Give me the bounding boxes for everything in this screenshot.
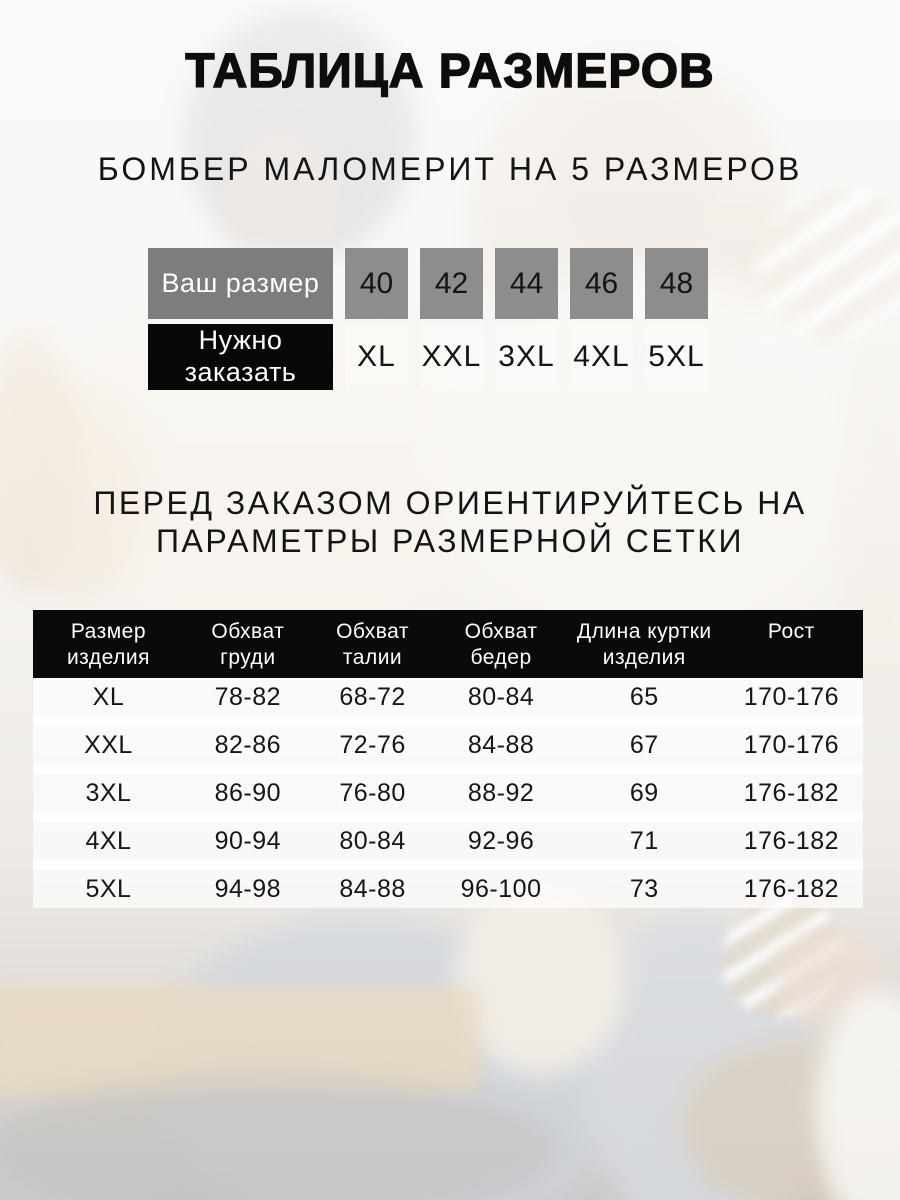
cell-waist: 80-84 xyxy=(339,826,406,855)
order-size-cell: 5XL xyxy=(645,324,708,390)
cell-hips: 92-96 xyxy=(467,826,535,855)
your-size-cell: 44 xyxy=(495,248,558,319)
cell-length: 67 xyxy=(629,730,659,759)
order-size-label: Нужно заказать xyxy=(148,324,333,390)
table-row: XXL 82-86 72-76 84-88 67 170-176 xyxy=(33,726,863,764)
your-size-label: Ваш размер xyxy=(148,248,333,319)
page-subtitle: БОМБЕР МАЛОМЕРИТ НА 5 РАЗМЕРОВ xyxy=(97,151,803,187)
cell-hips: 96-100 xyxy=(460,874,542,903)
cell-chest: 86-90 xyxy=(214,778,282,807)
order-size-cell: XL xyxy=(345,324,408,390)
order-size-row: Нужно заказать XL XXL 3XL 4XL 5XL xyxy=(148,324,710,390)
cell-waist: 84-88 xyxy=(339,874,406,903)
cell-waist: 72-76 xyxy=(339,730,406,759)
cell-length: 69 xyxy=(629,778,659,807)
page-title: ТАБЛИЦА РАЗМЕРОВ xyxy=(185,44,715,98)
cell-waist: 76-80 xyxy=(339,778,406,807)
cell-chest: 94-98 xyxy=(214,874,282,903)
header-product-size: Размер изделия xyxy=(66,620,150,669)
size-table-header: Размер изделия Обхват груди Обхват талии… xyxy=(33,610,863,678)
cell-size: 5XL xyxy=(85,874,132,903)
cell-chest: 82-86 xyxy=(214,730,282,759)
row-spacer xyxy=(33,716,863,726)
cell-length: 73 xyxy=(629,874,659,903)
size-parameters-table: Размер изделия Обхват груди Обхват талии… xyxy=(33,610,863,908)
table-row: 3XL 86-90 76-80 88-92 69 176-182 xyxy=(33,774,863,812)
your-size-cell: 48 xyxy=(645,248,708,319)
header-waist: Обхват талии xyxy=(336,620,409,669)
cell-hips: 80-84 xyxy=(467,682,535,711)
cell-length: 65 xyxy=(629,682,659,711)
cell-chest: 78-82 xyxy=(214,682,282,711)
order-size-cell: 3XL xyxy=(495,324,558,390)
table-row: 5XL 94-98 84-88 96-100 73 176-182 xyxy=(33,870,863,908)
order-size-cell: 4XL xyxy=(570,324,633,390)
note-line-2: ПАРАМЕТРЫ РАЗМЕРНОЙ СЕТКИ xyxy=(156,523,744,559)
cell-size: 4XL xyxy=(85,826,132,855)
row-spacer xyxy=(33,812,863,822)
your-size-row: Ваш размер 40 42 44 46 48 xyxy=(148,248,710,319)
cell-height: 176-182 xyxy=(743,874,839,903)
cell-hips: 84-88 xyxy=(467,730,535,759)
cell-waist: 68-72 xyxy=(339,682,406,711)
cell-height: 170-176 xyxy=(743,682,839,711)
cell-size: 3XL xyxy=(85,778,132,807)
cell-height: 170-176 xyxy=(743,730,839,759)
cell-height: 176-182 xyxy=(743,778,839,807)
table-row: 4XL 90-94 80-84 92-96 71 176-182 xyxy=(33,822,863,860)
cell-size: XL xyxy=(92,682,125,711)
pre-order-note: ПЕРЕД ЗАКАЗОМ ОРИЕНТИРУЙТЕСЬ НА ПАРАМЕТР… xyxy=(0,484,900,560)
header-height: Рост xyxy=(767,620,815,643)
size-conversion-table: Ваш размер 40 42 44 46 48 Нужно заказать… xyxy=(148,248,710,390)
order-size-cell: XXL xyxy=(420,324,483,390)
cell-size: XXL xyxy=(84,730,133,759)
cell-chest: 90-94 xyxy=(214,826,282,855)
cell-hips: 88-92 xyxy=(467,778,535,807)
cell-length: 71 xyxy=(629,826,659,855)
header-hips: Обхват бедер xyxy=(464,620,538,669)
row-spacer xyxy=(33,860,863,870)
your-size-cell: 40 xyxy=(345,248,408,319)
cell-height: 176-182 xyxy=(743,826,839,855)
table-row: XL 78-82 68-72 80-84 65 170-176 xyxy=(33,678,863,716)
row-spacer xyxy=(33,764,863,774)
header-jacket-length: Длина куртки изделия xyxy=(576,620,712,669)
your-size-cell: 42 xyxy=(420,248,483,319)
note-line-1: ПЕРЕД ЗАКАЗОМ ОРИЕНТИРУЙТЕСЬ НА xyxy=(93,485,807,521)
your-size-cell: 46 xyxy=(570,248,633,319)
header-chest: Обхват груди xyxy=(211,620,285,669)
